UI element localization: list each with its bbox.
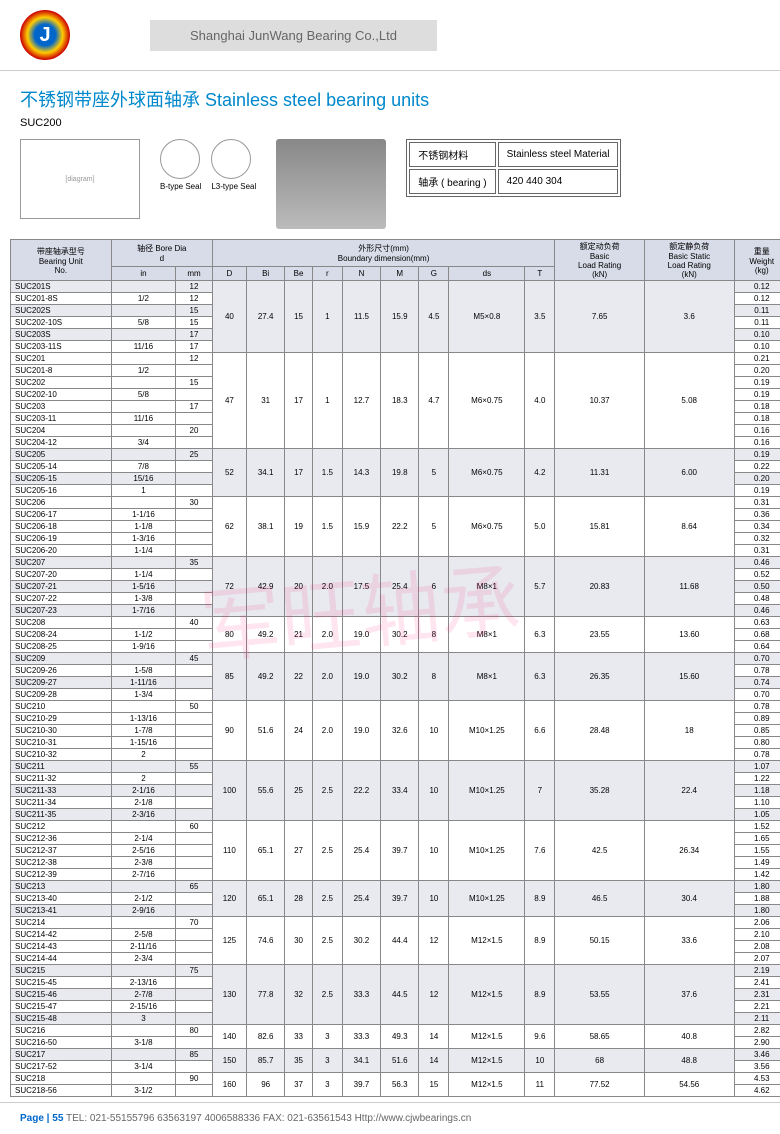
seal-l3-label: L3-type Seal	[211, 182, 256, 191]
technical-diagram: [diagram]	[20, 139, 140, 219]
product-photo	[276, 139, 386, 229]
table-row: SUC20112473117112.718.34.7M6×0.754.010.3…	[11, 353, 780, 365]
seal-b-label: B-type Seal	[160, 182, 201, 191]
table-row: SUC2115510055.6252.522.233.410M10×1.2573…	[11, 761, 780, 773]
table-row: SUC2157513077.8322.533.344.512M12×1.58.9…	[11, 965, 780, 977]
table-row: SUC2136512065.1282.525.439.710M10×1.258.…	[11, 881, 780, 893]
header: J Shanghai JunWang Bearing Co.,Ltd	[0, 0, 780, 71]
table-row: SUC2126011065.1272.525.439.710M10×1.257.…	[11, 821, 780, 833]
footer-contact: TEL: 021-55155796 63563197 4006588336 FA…	[66, 1113, 471, 1124]
seal-l3-icon	[211, 139, 251, 179]
table-row: SUC2178515085.735334.151.614M12×1.510684…	[11, 1049, 780, 1061]
spec-table: 带座轴承型号Bearing UnitNo.轴径 Bore Diad外形尺寸(mm…	[10, 239, 780, 1097]
table-row: SUC2147012574.6302.530.244.412M12×1.58.9…	[11, 917, 780, 929]
table-row: SUC210509051.6242.019.032.610M10×1.256.6…	[11, 701, 780, 713]
table-row: SUC205255234.1171.514.319.85M6×0.754.211…	[11, 449, 780, 461]
material-table: 不锈钢材料Stainless steel Material 轴承 ( beari…	[406, 139, 621, 197]
footer: Page | 55 TEL: 021-55155796 63563197 400…	[0, 1102, 780, 1134]
page-title: 不锈钢带座外球面轴承 Stainless steel bearing units	[0, 71, 780, 117]
table-row: SUC218901609637339.756.315M12×1.51177.52…	[11, 1073, 780, 1085]
company-name: Shanghai JunWang Bearing Co.,Ltd	[150, 20, 437, 51]
seal-b-icon	[160, 139, 200, 179]
table-row: SUC201S124027.415111.515.94.5M5×0.83.57.…	[11, 281, 780, 293]
table-row: SUC208408049.2212.019.030.28M8×16.323.55…	[11, 617, 780, 629]
table-row: SUC206306238.1191.515.922.25M6×0.755.015…	[11, 497, 780, 509]
model-code: SUC200	[0, 117, 780, 139]
table-row: SUC207357242.9202.017.525.46M8×15.720.83…	[11, 557, 780, 569]
table-row: SUC2168014082.633333.349.314M12×1.59.658…	[11, 1025, 780, 1037]
logo: J	[20, 10, 70, 60]
page-number: Page | 55	[20, 1113, 63, 1124]
top-section: [diagram] B-type Seal L3-type Seal 不锈钢材料…	[0, 139, 780, 239]
table-row: SUC209458549.2222.019.030.28M8×16.326.35…	[11, 653, 780, 665]
